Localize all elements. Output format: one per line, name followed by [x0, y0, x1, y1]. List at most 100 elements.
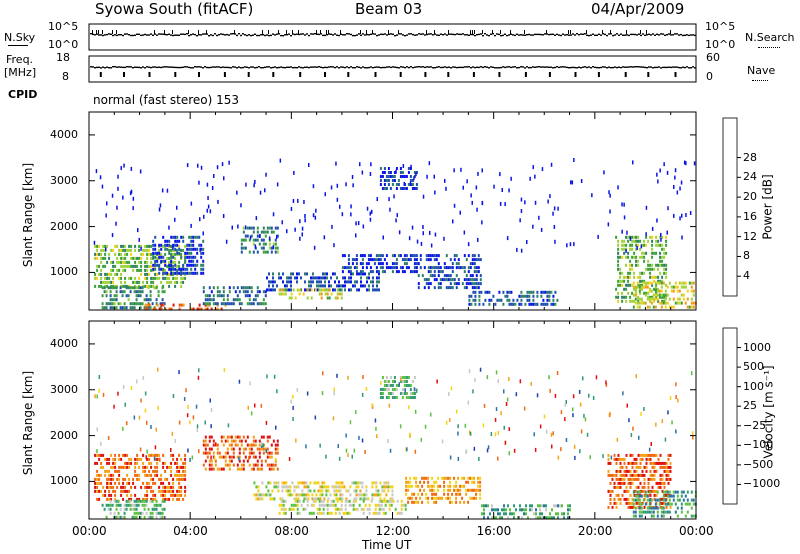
data-cell: [646, 510, 649, 514]
noise-mark: [694, 34, 696, 37]
data-cell: [644, 285, 647, 289]
data-cell: [238, 435, 241, 439]
data-cell: [353, 497, 356, 501]
data-cell: [477, 258, 480, 262]
noise-spike: [470, 30, 471, 34]
data-cell: [176, 489, 179, 493]
noise-spike: [388, 30, 389, 34]
data-cell: [391, 270, 394, 274]
data-cell: [378, 288, 380, 292]
data-cell: [650, 301, 653, 305]
data-cell: [155, 515, 158, 519]
data-cell: [300, 276, 302, 280]
data-cell: [617, 239, 620, 243]
data-cell: [653, 279, 656, 283]
data-cell: [357, 221, 360, 226]
data-cell: [339, 204, 341, 209]
data-cell: [300, 288, 302, 292]
data-cell: [544, 302, 547, 306]
data-cell: [274, 242, 277, 246]
data-cell: [272, 276, 274, 280]
data-cell: [176, 268, 179, 272]
data-cell: [663, 465, 666, 469]
data-cell: [657, 461, 660, 465]
data-cell: [641, 489, 644, 493]
data-cell: [294, 227, 296, 232]
data-cell: [268, 451, 271, 455]
data-cell: [639, 461, 642, 465]
data-cell: [266, 226, 269, 230]
data-cell: [371, 497, 374, 501]
data-cell: [629, 263, 632, 267]
data-cell: [529, 504, 531, 508]
data-cell: [389, 175, 392, 178]
data-cell: [176, 239, 179, 243]
data-cell: [361, 254, 364, 258]
data-cell: [322, 288, 325, 292]
data-cell: [659, 235, 662, 239]
data-cell: [160, 259, 163, 263]
data-cell: [129, 507, 132, 511]
data-cell: [469, 431, 472, 436]
data-cell: [423, 286, 426, 290]
data-cell: [566, 243, 568, 248]
data-cell: [387, 167, 390, 170]
data-cell: [326, 503, 329, 507]
data-cell: [415, 496, 418, 500]
data-cell: [667, 477, 670, 481]
data-cell: [393, 380, 396, 383]
freq-mark: [168, 66, 170, 68]
data-cell: [463, 270, 466, 274]
data-cell: [487, 504, 489, 508]
noise-mark: [586, 34, 588, 36]
data-cell: [631, 501, 634, 505]
data-cell: [647, 267, 650, 271]
data-cell: [625, 501, 628, 505]
data-cell: [246, 443, 249, 447]
data-cell: [622, 391, 624, 396]
data-cell: [163, 507, 166, 511]
noise-mark: [520, 34, 522, 36]
data-cell: [648, 447, 651, 452]
data-cell: [294, 503, 297, 507]
data-cell: [333, 485, 336, 489]
data-cell: [246, 435, 249, 439]
data-cell: [366, 276, 368, 280]
freq-mark: [406, 66, 408, 68]
freq-mark: [150, 66, 152, 69]
data-cell: [152, 493, 155, 497]
data-cell: [643, 453, 646, 457]
data-cell: [627, 275, 630, 279]
data-cell: [455, 500, 458, 504]
data-cell: [532, 290, 535, 294]
data-cell: [640, 506, 643, 510]
noise-spike: [492, 30, 493, 34]
data-cell: [151, 511, 154, 515]
data-cell: [457, 258, 460, 262]
data-cell: [163, 499, 166, 503]
data-cell: [296, 503, 299, 507]
data-cell: [146, 493, 149, 497]
data-cell: [356, 272, 358, 276]
freq-mark: [626, 66, 628, 68]
data-cell: [627, 481, 630, 485]
data-cell: [474, 378, 476, 383]
data-cell: [271, 489, 274, 493]
data-cell: [202, 271, 205, 275]
noise-mark: [276, 33, 278, 35]
freq-mark: [330, 66, 332, 68]
freq-mark: [224, 66, 226, 69]
data-cell: [288, 507, 291, 511]
data-cell: [119, 306, 122, 310]
noise-mark: [494, 34, 496, 37]
data-cell: [200, 267, 203, 271]
noise-mark: [496, 33, 498, 35]
data-cell: [110, 477, 113, 481]
freq-mark: [422, 66, 424, 68]
data-cell: [248, 226, 251, 230]
data-cell: [419, 266, 422, 270]
data-cell: [136, 453, 139, 457]
data-cell: [121, 306, 124, 310]
data-cell: [296, 280, 298, 284]
data-cell: [221, 162, 224, 167]
